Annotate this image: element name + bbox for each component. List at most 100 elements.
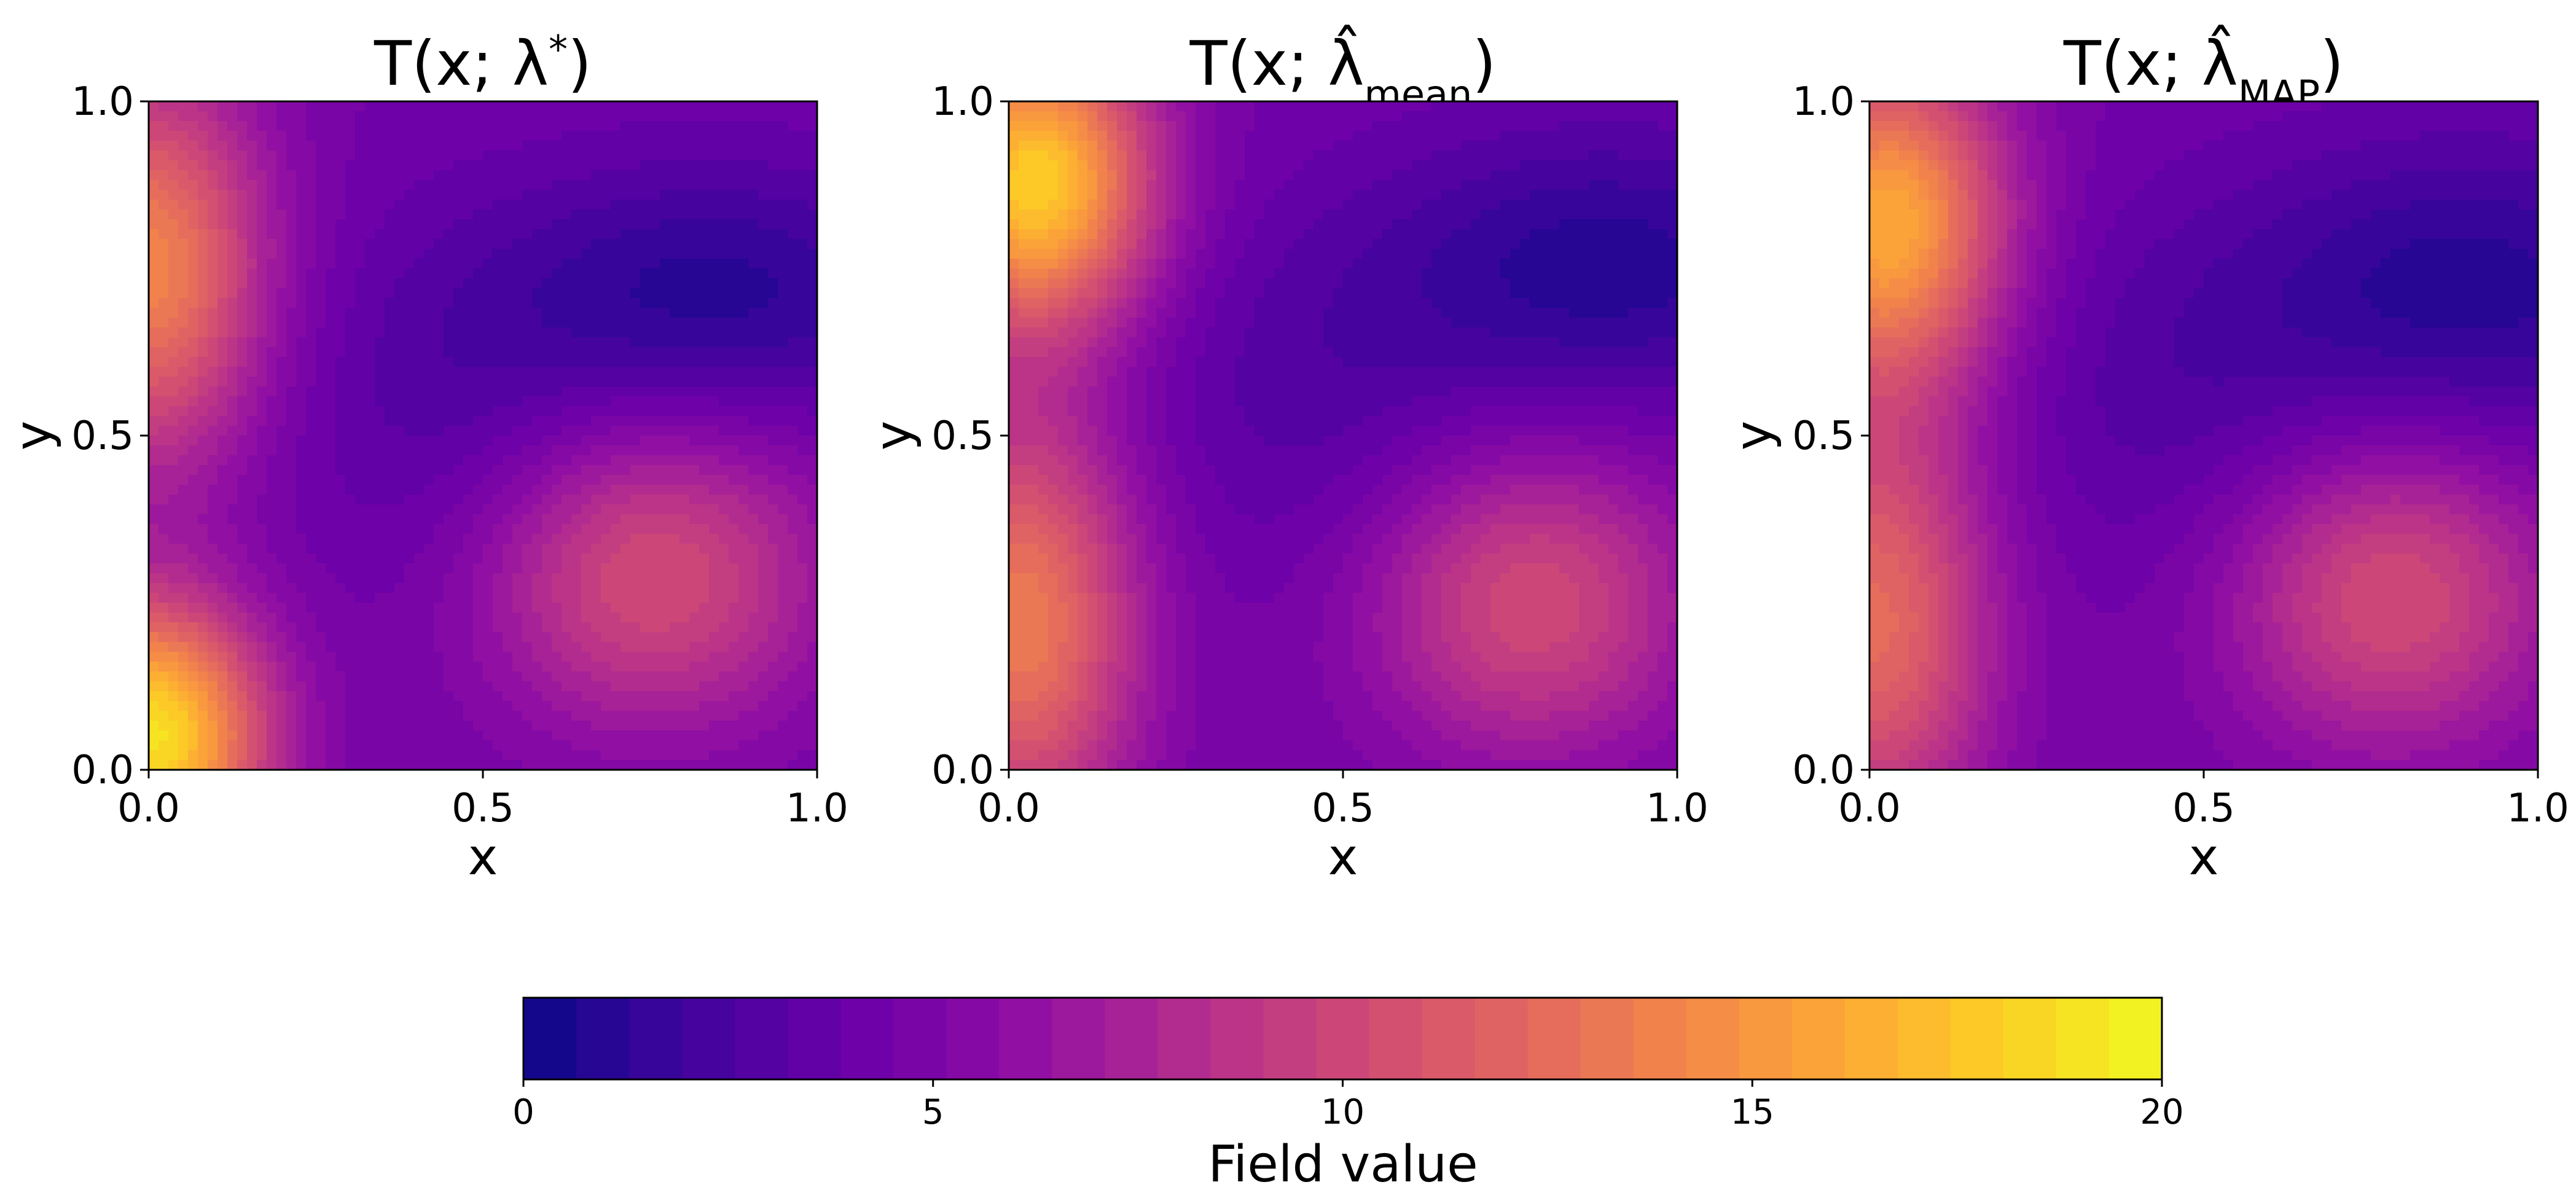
field-cell xyxy=(257,514,267,525)
field-cell xyxy=(365,475,375,485)
field-cell xyxy=(630,504,641,515)
field-cell xyxy=(306,593,316,603)
field-cell xyxy=(581,662,592,672)
field-cell xyxy=(1048,278,1059,289)
field-cell xyxy=(168,750,179,761)
field-cell xyxy=(385,141,395,151)
field-cell xyxy=(621,318,631,328)
field-cell xyxy=(630,760,641,770)
field-cell xyxy=(355,495,366,505)
field-cell xyxy=(365,131,375,141)
field-cell xyxy=(385,475,395,485)
field-cell xyxy=(650,318,660,328)
field-cell xyxy=(237,642,248,652)
field-cell xyxy=(188,671,198,682)
field-cell xyxy=(699,327,710,338)
field-cell xyxy=(296,298,307,308)
field-cell xyxy=(1028,662,1039,672)
field-cell xyxy=(1028,416,1039,426)
field-cell xyxy=(532,534,542,544)
field-cell xyxy=(414,544,425,554)
field-cell xyxy=(257,554,267,564)
field-cell xyxy=(778,160,788,171)
field-cell xyxy=(512,318,523,328)
field-cell xyxy=(237,180,248,190)
field-cell xyxy=(571,475,582,485)
field-cell xyxy=(738,514,749,525)
field-cell xyxy=(679,681,690,692)
field-cell xyxy=(198,298,208,308)
field-cell xyxy=(463,190,474,200)
field-cell xyxy=(1038,662,1049,672)
field-cell xyxy=(365,337,375,348)
field-cell xyxy=(473,711,483,721)
field-cell xyxy=(503,760,513,770)
field-cell xyxy=(503,750,513,761)
field-cell xyxy=(217,268,228,279)
field-cell xyxy=(365,740,375,751)
field-cell xyxy=(679,730,690,741)
field-cell xyxy=(306,416,316,426)
field-cell xyxy=(758,495,769,505)
field-cell xyxy=(581,485,592,495)
field-cell xyxy=(198,514,208,525)
field-cell xyxy=(503,219,513,230)
field-cell xyxy=(296,563,307,574)
field-cell xyxy=(168,563,179,574)
field-cell xyxy=(168,170,179,181)
field-cell xyxy=(1048,131,1059,141)
field-cell xyxy=(473,288,483,299)
field-cell xyxy=(208,485,218,495)
field-cell xyxy=(453,386,464,397)
field-cell xyxy=(1028,219,1039,230)
field-cell xyxy=(198,308,208,318)
field-cell xyxy=(797,308,808,318)
field-cell xyxy=(709,298,719,308)
field-cell xyxy=(542,622,552,633)
field-cell xyxy=(738,416,749,426)
field-cell xyxy=(1048,298,1059,308)
field-cell xyxy=(1048,445,1059,456)
field-cell xyxy=(1048,514,1059,525)
field-cell xyxy=(365,485,375,495)
field-cell xyxy=(493,396,503,407)
field-cell xyxy=(493,151,503,161)
field-cell xyxy=(276,357,287,367)
field-cell xyxy=(562,141,572,151)
field-cell xyxy=(621,259,631,269)
field-cell xyxy=(719,711,729,721)
field-cell xyxy=(306,151,316,161)
field-cell xyxy=(758,239,769,249)
field-cell xyxy=(434,229,444,240)
field-cell xyxy=(444,357,454,367)
field-cell xyxy=(748,347,759,358)
field-cell xyxy=(453,288,464,299)
field-cell xyxy=(581,691,592,702)
field-cell xyxy=(208,583,218,593)
field-cell xyxy=(149,750,159,761)
field-cell xyxy=(591,170,601,181)
field-cell xyxy=(1009,367,1019,377)
field-cell xyxy=(797,436,808,446)
field-cell xyxy=(296,554,307,564)
field-cell xyxy=(778,416,788,426)
field-cell xyxy=(1038,426,1049,436)
field-cell xyxy=(719,170,729,181)
field-cell xyxy=(365,524,375,534)
field-cell xyxy=(640,170,651,181)
field-cell xyxy=(1028,760,1039,770)
field-cell xyxy=(385,308,395,318)
field-cell xyxy=(404,671,415,682)
field-cell xyxy=(385,190,395,200)
field-cell xyxy=(306,259,316,269)
field-cell xyxy=(188,151,198,161)
field-cell xyxy=(660,554,670,564)
field-cell xyxy=(385,622,395,633)
field-cell xyxy=(345,337,356,348)
field-cell xyxy=(738,406,749,417)
field-cell xyxy=(709,642,719,652)
field-cell xyxy=(797,200,808,210)
field-cell xyxy=(729,465,739,476)
field-cell xyxy=(788,573,798,584)
field-cell xyxy=(286,740,297,751)
